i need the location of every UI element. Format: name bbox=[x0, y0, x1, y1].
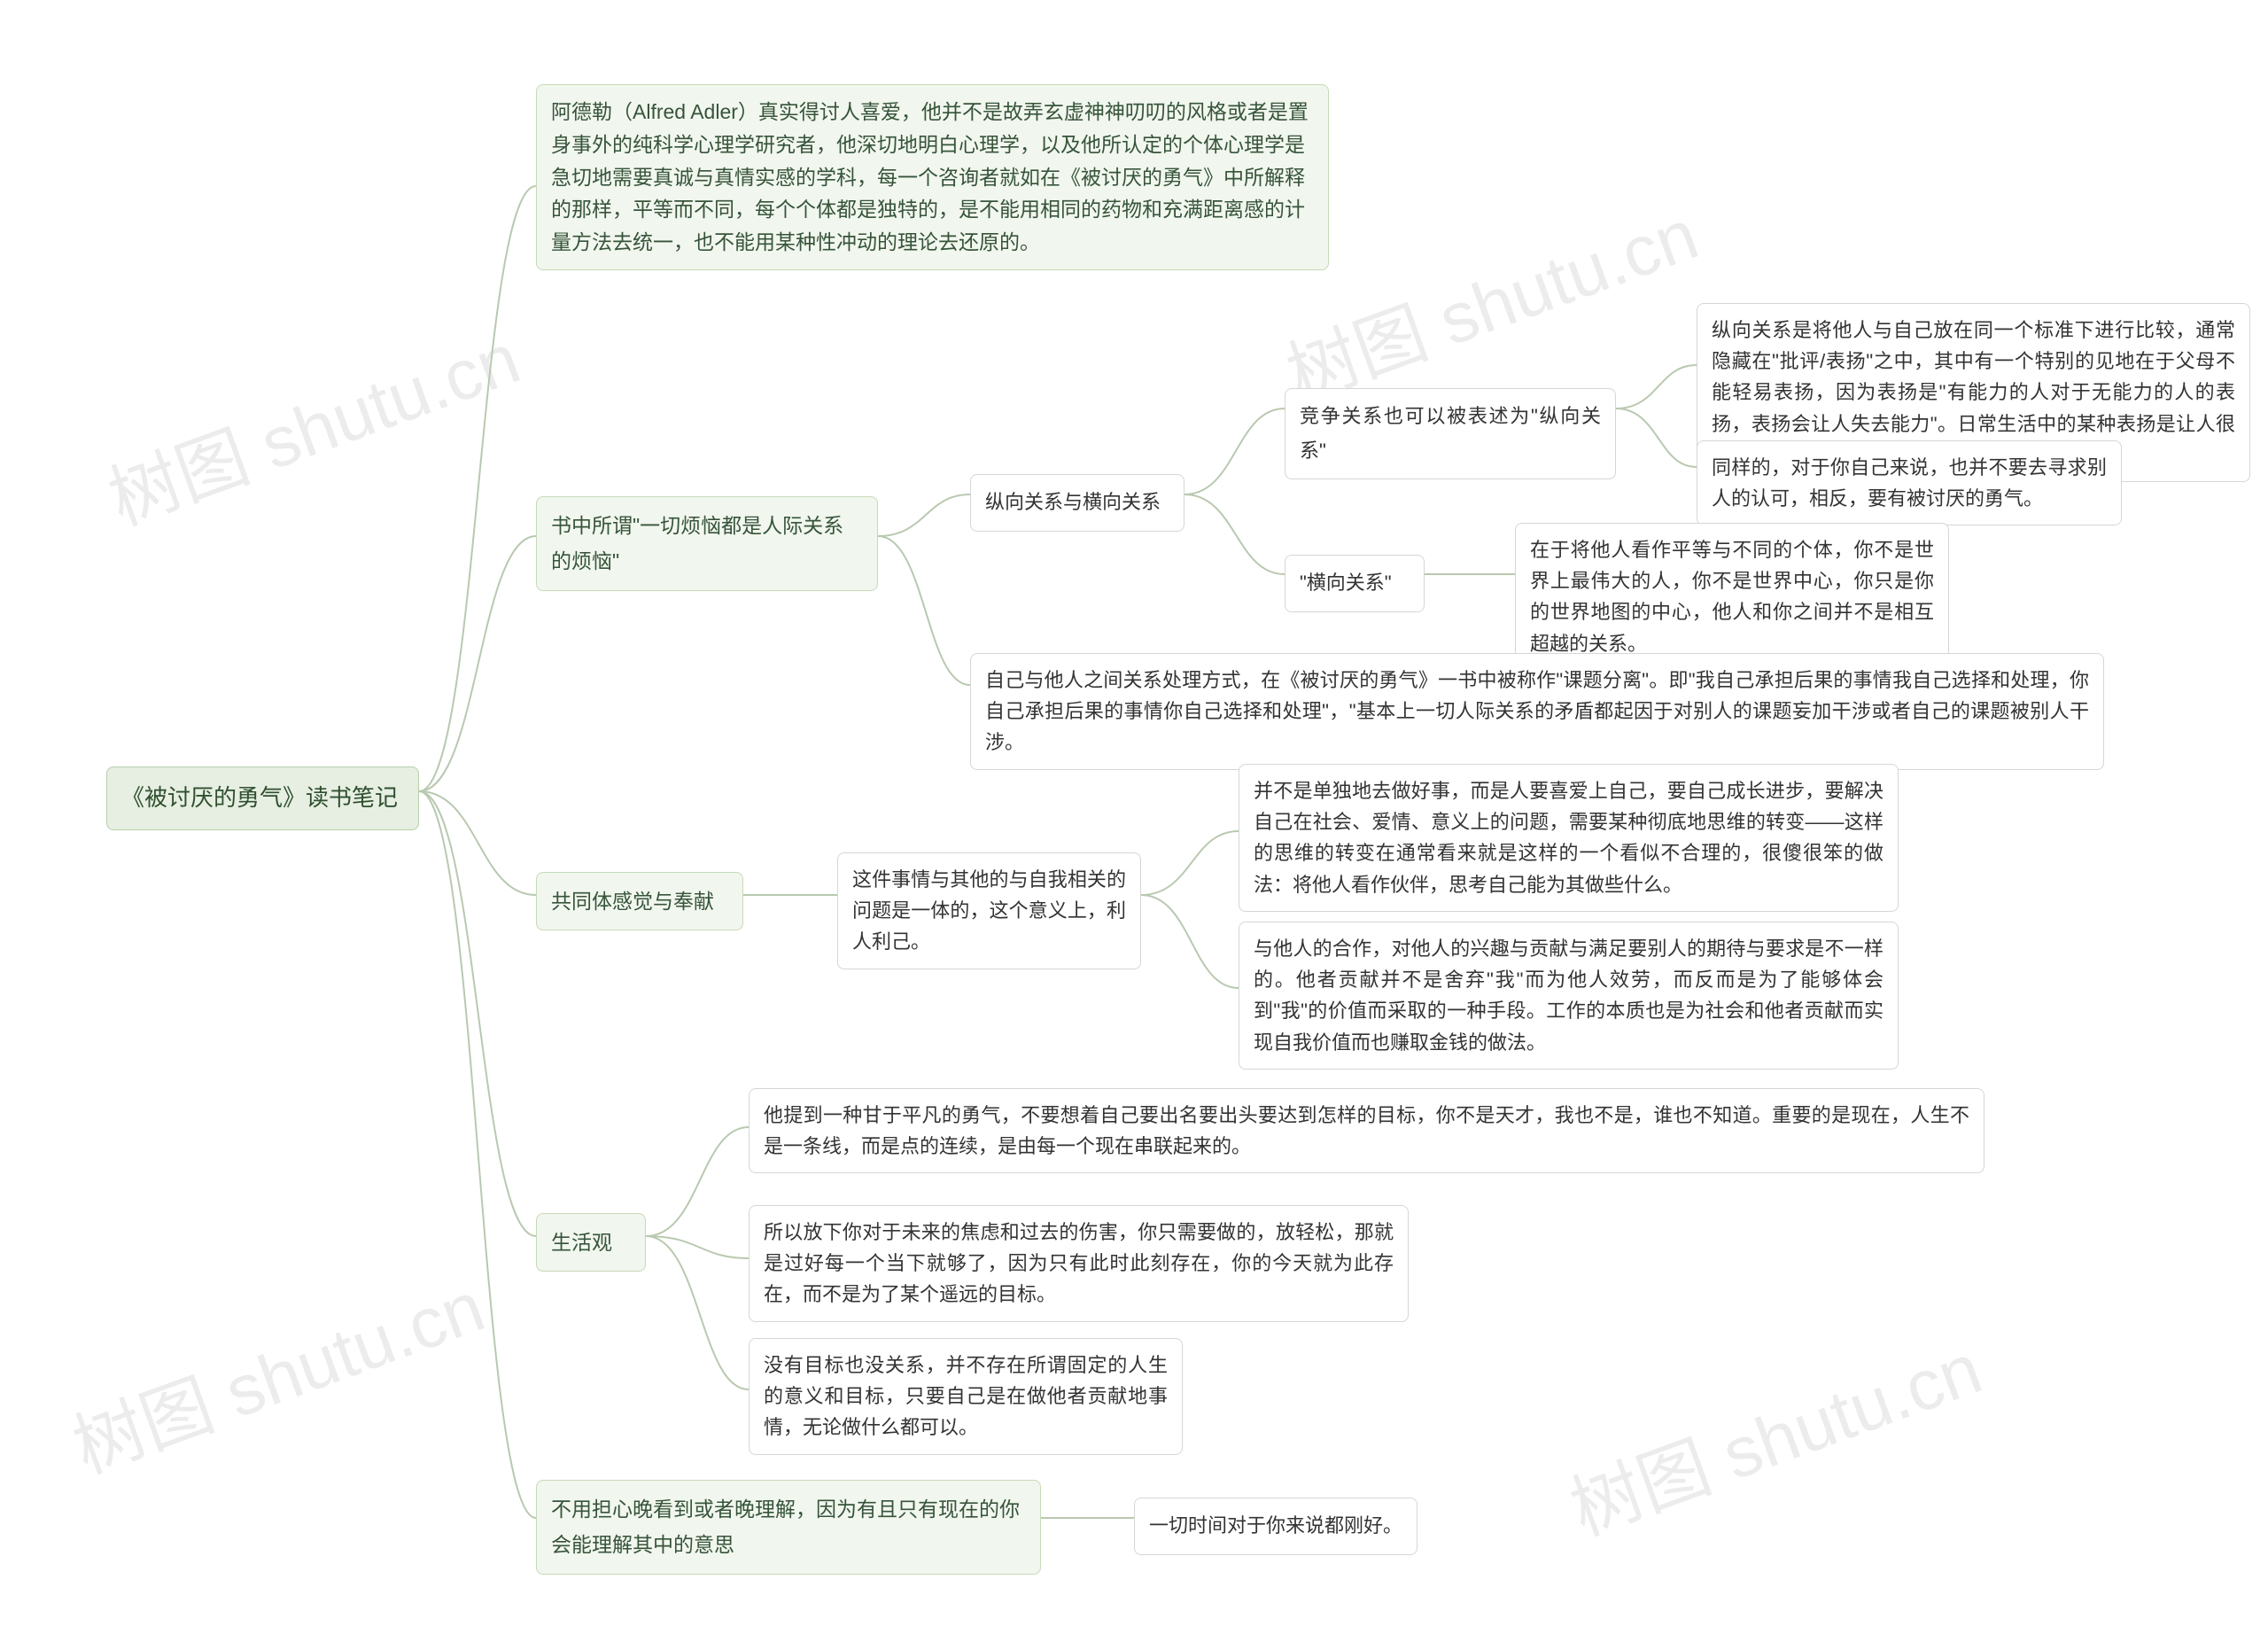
node-benefit-both[interactable]: 这件事情与其他的与自我相关的问题是一体的，这个意义上，利人利己。 bbox=[837, 852, 1141, 969]
watermark: 树图 shutu.cn bbox=[1555, 1312, 1993, 1556]
node-cooperation[interactable]: 与他人的合作，对他人的兴趣与贡献与满足要别人的期待与要求是不一样的。他者贡献并不… bbox=[1239, 922, 1899, 1070]
node-community-contribution[interactable]: 共同体感觉与奉献 bbox=[536, 872, 743, 930]
node-let-go[interactable]: 所以放下你对于未来的焦虑和过去的伤害，你只需要做的，放轻松，那就是过好每一个当下… bbox=[749, 1205, 1409, 1322]
node-courage-disliked[interactable]: 同样的，对于你自己来说，也并不要去寻求别人的认可，相反，要有被讨厌的勇气。 bbox=[1697, 440, 2122, 525]
node-adler-intro[interactable]: 阿德勒（Alfred Adler）真实得讨人喜爱，他并不是故弄玄虚神神叨叨的风格… bbox=[536, 84, 1329, 270]
node-time-right[interactable]: 一切时间对于你来说都刚好。 bbox=[1134, 1498, 1418, 1555]
watermark: 树图 shutu.cn bbox=[1271, 178, 1710, 422]
node-now-understand[interactable]: 不用担心晚看到或者晚理解，因为有且只有现在的你会能理解其中的意思 bbox=[536, 1480, 1041, 1575]
node-life-view[interactable]: 生活观 bbox=[536, 1213, 646, 1272]
root-node[interactable]: 《被讨厌的勇气》读书笔记 bbox=[106, 766, 419, 830]
node-horizontal-explain[interactable]: 在于将他人看作平等与不同的个体，你不是世界上最伟大的人，你不是世界中心，你只是你… bbox=[1515, 523, 1949, 671]
watermark: 树图 shutu.cn bbox=[93, 302, 532, 546]
node-task-separation[interactable]: 自己与他人之间关系处理方式，在《被讨厌的勇气》一书中被称作"课题分离"。即"我自… bbox=[970, 653, 2104, 770]
node-ordinary-courage[interactable]: 他提到一种甘于平凡的勇气，不要想着自己要出名要出头要达到怎样的目标，你不是天才，… bbox=[749, 1088, 1984, 1173]
node-no-goal-ok[interactable]: 没有目标也没关系，并不存在所谓固定的人生的意义和目标，只要自己是在做他者贡献地事… bbox=[749, 1338, 1183, 1455]
node-competition-vertical[interactable]: 竞争关系也可以被表述为"纵向关系" bbox=[1285, 388, 1616, 479]
node-vertical-horizontal[interactable]: 纵向关系与横向关系 bbox=[970, 474, 1184, 532]
mindmap-canvas: 树图 shutu.cn 树图 shutu.cn 树图 shutu.cn 树图 s… bbox=[0, 0, 2268, 1634]
watermark: 树图 shutu.cn bbox=[58, 1250, 496, 1494]
node-all-trouble[interactable]: 书中所谓"一切烦恼都是人际关系的烦恼" bbox=[536, 496, 878, 591]
node-horizontal[interactable]: "横向关系" bbox=[1285, 555, 1425, 612]
node-self-growth[interactable]: 并不是单独地去做好事，而是人要喜爱上自己，要自己成长进步，要解决自己在社会、爱情… bbox=[1239, 764, 1899, 912]
